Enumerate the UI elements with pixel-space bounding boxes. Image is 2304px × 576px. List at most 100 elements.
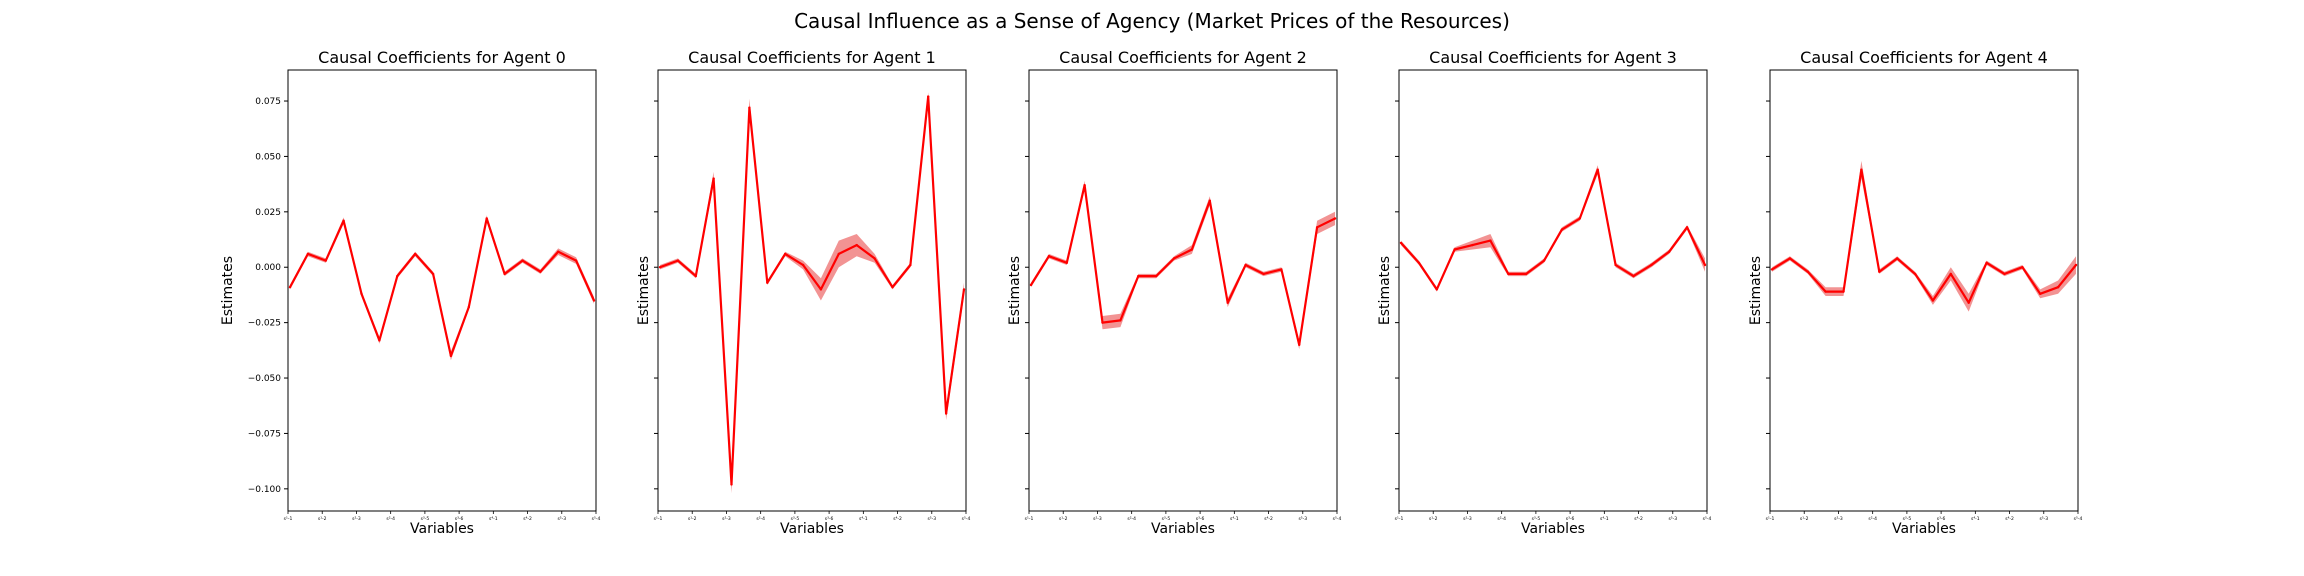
x-tick-label: s⁵-3 — [1298, 516, 1307, 522]
x-tick-label: s¹-2 — [1429, 516, 1438, 522]
data-point — [1967, 301, 1970, 304]
data-point — [855, 243, 858, 247]
y-axis-label: Estimates — [220, 256, 236, 325]
data-point — [1333, 217, 1337, 220]
data-point — [712, 177, 715, 180]
data-point — [1417, 261, 1421, 264]
data-point — [288, 286, 292, 289]
x-tick-label: s³-6 — [455, 516, 464, 522]
y-tick-label: 0.025 — [255, 208, 281, 218]
data-point — [1298, 343, 1301, 346]
x-axis-label: Variables — [410, 521, 474, 537]
confidence-band — [660, 92, 964, 494]
data-point — [1685, 226, 1689, 229]
data-point — [306, 252, 310, 256]
x-tick-label: s¹-1 — [1025, 516, 1034, 522]
data-point — [1668, 250, 1671, 253]
data-point — [1806, 270, 1810, 273]
x-tick-label: s³-5 — [1532, 516, 1541, 522]
y-tick-label: −0.050 — [248, 374, 282, 384]
data-point — [1860, 168, 1863, 171]
y-tick-label: 0.000 — [255, 263, 281, 273]
data-point — [766, 281, 769, 284]
data-point — [1471, 243, 1474, 247]
data-point — [1507, 272, 1510, 276]
chart-panel-agent-4: Causal Coefficients for Agent 4 s¹-1 s¹-2 s… — [1748, 48, 2082, 537]
data-point — [431, 272, 435, 276]
x-tick-label: s²-3 — [1834, 516, 1843, 522]
data-point — [592, 299, 596, 302]
chart-title: Causal Coefficients for Agent 1 — [688, 48, 936, 67]
x-tick-label: s³-6 — [1566, 516, 1575, 522]
x-tick-label: s⁵-3 — [2039, 516, 2048, 522]
data-point — [1119, 319, 1122, 322]
data-point — [694, 274, 697, 278]
data-point — [2039, 292, 2042, 295]
x-tick-label: s¹-1 — [654, 516, 663, 522]
data-point — [1208, 199, 1212, 202]
x-tick-label: s³-5 — [791, 516, 800, 522]
chart-title: Causal Coefficients for Agent 0 — [318, 48, 566, 67]
data-point — [1453, 248, 1456, 251]
x-tick-label: s⁵-4 — [2074, 516, 2083, 522]
chart-panel-agent-3: Causal Coefficients for Agent 3 s¹-1 s¹-2 s… — [1377, 48, 1711, 537]
data-point — [414, 252, 417, 256]
data-point — [1650, 263, 1653, 267]
x-tick-label: s¹-2 — [1800, 516, 1809, 522]
data-point — [1542, 259, 1546, 262]
data-point — [521, 259, 524, 262]
data-point — [1985, 261, 1988, 264]
data-point — [539, 270, 542, 273]
x-tick-label: s⁵-3 — [927, 516, 936, 522]
data-point — [2003, 272, 2006, 276]
x-tick-label: s⁵-4 — [592, 516, 601, 522]
x-tick-label: s⁴-2 — [1634, 516, 1643, 522]
data-point — [503, 272, 506, 276]
data-point — [1931, 299, 1935, 302]
data-point — [342, 219, 345, 222]
plot-frame — [657, 69, 967, 512]
x-tick-label: s²-4 — [386, 516, 395, 522]
y-tick-label: 0.075 — [255, 97, 281, 107]
x-axis-label: Variables — [1521, 521, 1585, 537]
chart-panels: Causal Coefficients for Agent 0 0.075 0.05… — [220, 48, 2082, 537]
x-tick-label: s⁴-1 — [1600, 516, 1609, 522]
x-tick-label: s²-4 — [1868, 516, 1877, 522]
x-tick-label: s²-4 — [1127, 516, 1136, 522]
data-point — [485, 217, 488, 220]
data-point — [676, 259, 680, 262]
data-point — [2021, 266, 2024, 269]
series-line — [659, 95, 966, 486]
data-point — [1435, 288, 1439, 291]
data-point — [1614, 263, 1617, 267]
data-point — [909, 263, 912, 267]
x-tick-label: s⁴-1 — [859, 516, 868, 522]
data-point — [873, 257, 876, 260]
x-tick-label: s⁴-1 — [1230, 516, 1239, 522]
x-tick-label: s⁴-1 — [489, 516, 498, 522]
x-tick-label: s³-6 — [825, 516, 834, 522]
x-tick-label: s³-5 — [1162, 516, 1171, 522]
x-tick-label: s²-3 — [1093, 516, 1102, 522]
series-line — [1771, 168, 2077, 304]
x-tick-label: s¹-2 — [688, 516, 697, 522]
x-tick-label: s²-3 — [352, 516, 361, 522]
data-point — [1172, 257, 1176, 260]
y-axis-label: Estimates — [1748, 256, 1764, 325]
data-point — [449, 354, 453, 358]
data-point — [2056, 286, 2060, 289]
x-tick-label: s⁴-2 — [1264, 516, 1273, 522]
data-point — [1399, 241, 1403, 245]
chart-title: Causal Coefficients for Agent 4 — [1800, 48, 2048, 67]
x-axis-label: Variables — [780, 521, 844, 537]
data-point — [1083, 184, 1086, 187]
x-tick-label: s³-5 — [1903, 516, 1912, 522]
confidence-band — [1031, 180, 1335, 350]
data-point — [1029, 283, 1033, 287]
x-tick-label: s¹-2 — [318, 516, 327, 522]
data-point — [837, 252, 840, 256]
data-point — [748, 106, 751, 109]
x-tick-label: s⁴-1 — [1971, 516, 1980, 522]
data-point — [1525, 272, 1528, 276]
x-tick-label: s³-6 — [1937, 516, 1946, 522]
